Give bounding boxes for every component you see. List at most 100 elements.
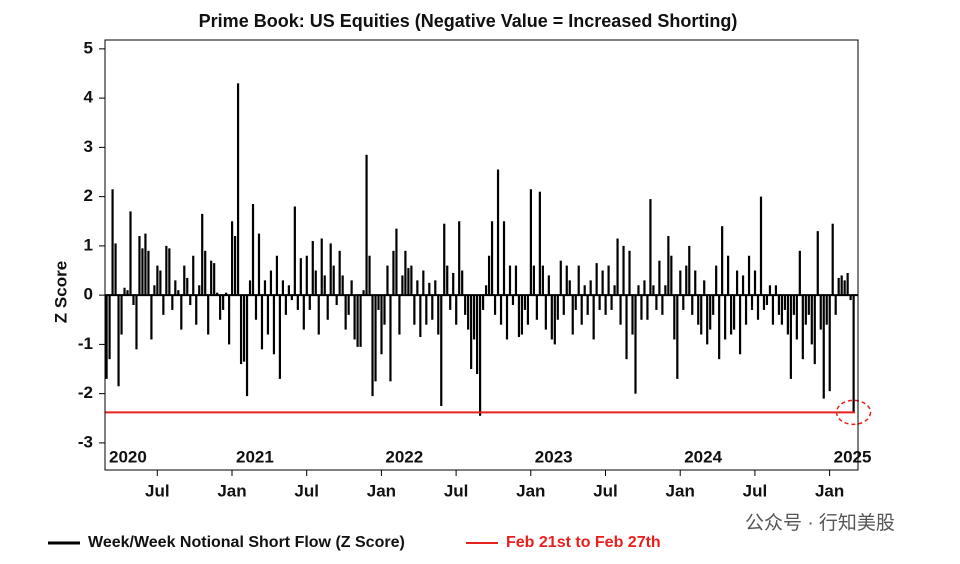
bar bbox=[586, 295, 589, 315]
bar bbox=[658, 260, 661, 296]
bar bbox=[529, 189, 533, 296]
bar bbox=[275, 255, 279, 296]
year-label: 2020 bbox=[109, 447, 147, 466]
bar bbox=[607, 265, 610, 296]
bar bbox=[213, 263, 216, 296]
bar bbox=[559, 260, 562, 296]
bar bbox=[691, 295, 694, 315]
bar bbox=[467, 295, 470, 330]
bar bbox=[643, 280, 646, 296]
bar bbox=[326, 295, 329, 320]
bar bbox=[111, 189, 114, 296]
plot-frame bbox=[104, 39, 859, 471]
bar bbox=[502, 221, 506, 296]
bar bbox=[413, 295, 416, 325]
bar bbox=[350, 280, 353, 296]
bar bbox=[123, 287, 126, 296]
bar bbox=[750, 295, 754, 310]
bar bbox=[470, 295, 473, 370]
bar bbox=[225, 292, 228, 296]
bar bbox=[843, 280, 846, 296]
bar bbox=[840, 275, 843, 296]
bar bbox=[443, 223, 446, 296]
bar bbox=[371, 295, 374, 397]
bar bbox=[210, 260, 213, 296]
bar bbox=[813, 295, 816, 365]
bar bbox=[834, 295, 837, 315]
bar bbox=[610, 295, 613, 310]
bar bbox=[174, 280, 177, 296]
bar bbox=[541, 265, 544, 296]
year-label: 2022 bbox=[385, 447, 423, 466]
legend-label: Feb 21st to Feb 27th bbox=[506, 534, 661, 551]
bar bbox=[332, 265, 335, 296]
bar bbox=[613, 285, 616, 296]
bar bbox=[756, 295, 760, 320]
bar bbox=[230, 221, 234, 296]
bar bbox=[299, 258, 302, 296]
bar bbox=[753, 270, 757, 296]
bar bbox=[425, 295, 428, 325]
bar bbox=[347, 295, 350, 315]
bar bbox=[583, 285, 586, 296]
bar bbox=[703, 280, 706, 296]
bar bbox=[281, 280, 284, 296]
bar bbox=[652, 285, 655, 296]
bar bbox=[410, 265, 413, 296]
bar bbox=[195, 295, 198, 325]
bar bbox=[622, 245, 625, 296]
bar bbox=[646, 295, 649, 320]
bar bbox=[335, 295, 338, 305]
bar bbox=[452, 272, 455, 296]
bar bbox=[344, 295, 347, 330]
bar bbox=[153, 285, 156, 296]
bar bbox=[461, 270, 464, 296]
bar bbox=[398, 295, 401, 335]
bar bbox=[269, 270, 273, 296]
bar bbox=[147, 250, 150, 296]
bar bbox=[323, 275, 326, 296]
bar bbox=[108, 295, 111, 360]
bar bbox=[526, 295, 530, 325]
year-label: 2023 bbox=[535, 447, 573, 466]
bar bbox=[293, 206, 296, 296]
bar bbox=[837, 277, 840, 296]
bar bbox=[535, 295, 538, 320]
bar bbox=[685, 265, 688, 296]
bar bbox=[493, 295, 497, 315]
bar bbox=[741, 275, 745, 296]
year-label: 2021 bbox=[236, 447, 274, 466]
bar bbox=[679, 270, 682, 296]
bar bbox=[207, 295, 210, 335]
bar bbox=[655, 295, 658, 310]
bar bbox=[278, 295, 282, 379]
bar bbox=[455, 295, 458, 325]
bar bbox=[186, 277, 189, 296]
bar bbox=[120, 295, 123, 335]
x-tick-label: Jan bbox=[516, 481, 545, 500]
bar bbox=[700, 295, 703, 335]
bar bbox=[810, 295, 813, 345]
bar bbox=[517, 295, 521, 338]
bar bbox=[595, 263, 598, 296]
bar bbox=[431, 295, 434, 320]
bar bbox=[523, 295, 527, 310]
bar bbox=[619, 295, 622, 325]
bar bbox=[538, 191, 541, 296]
bar bbox=[676, 295, 679, 379]
bar bbox=[251, 204, 255, 296]
year-label: 2024 bbox=[684, 447, 722, 466]
bar bbox=[670, 255, 673, 296]
bar bbox=[562, 295, 565, 315]
bar bbox=[727, 255, 730, 296]
y-tick-label: 5 bbox=[84, 38, 93, 57]
y-tick-label: 0 bbox=[84, 285, 93, 304]
bar bbox=[338, 250, 341, 296]
bar bbox=[180, 295, 183, 330]
bar bbox=[401, 275, 404, 296]
bar bbox=[688, 245, 691, 296]
bar bbox=[580, 295, 583, 325]
x-tick-label: Jul bbox=[444, 481, 469, 500]
bar bbox=[389, 295, 392, 382]
